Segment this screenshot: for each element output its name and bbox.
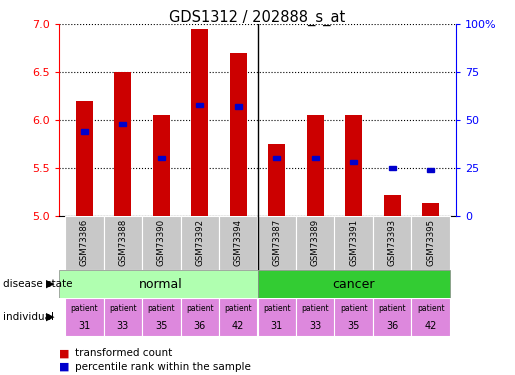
Bar — [258, 270, 450, 298]
Text: patient: patient — [263, 304, 290, 313]
Bar — [306, 115, 324, 216]
Bar — [196, 102, 203, 107]
Bar — [191, 29, 209, 216]
Text: patient: patient — [71, 304, 98, 313]
Text: GSM73391: GSM73391 — [349, 219, 358, 266]
Bar — [142, 298, 180, 336]
Bar — [158, 156, 165, 160]
Bar — [180, 216, 219, 270]
Bar — [268, 144, 285, 216]
Text: patient: patient — [186, 304, 214, 313]
Bar — [104, 298, 142, 336]
Bar — [296, 216, 335, 270]
Text: patient: patient — [301, 304, 329, 313]
Bar — [59, 270, 258, 298]
Bar — [65, 216, 104, 270]
Text: percentile rank within the sample: percentile rank within the sample — [75, 362, 251, 372]
Text: ■: ■ — [59, 348, 70, 358]
Text: patient: patient — [109, 304, 136, 313]
Text: 33: 33 — [309, 321, 321, 331]
Text: GSM73389: GSM73389 — [311, 219, 320, 266]
Text: GSM73395: GSM73395 — [426, 219, 435, 266]
Bar — [335, 298, 373, 336]
Text: patient: patient — [417, 304, 444, 313]
Bar — [422, 203, 439, 216]
Text: patient: patient — [147, 304, 175, 313]
Text: disease state: disease state — [3, 279, 72, 289]
Text: GSM73388: GSM73388 — [118, 219, 127, 266]
Bar — [335, 216, 373, 270]
Bar — [296, 298, 335, 336]
Text: cancer: cancer — [333, 278, 375, 291]
Bar — [384, 195, 401, 216]
Text: 42: 42 — [424, 321, 437, 331]
Text: GSM73386: GSM73386 — [80, 219, 89, 266]
Text: GDS1312 / 202888_s_at: GDS1312 / 202888_s_at — [169, 9, 346, 26]
Bar — [312, 156, 319, 160]
Text: GSM73387: GSM73387 — [272, 219, 281, 266]
Bar — [230, 53, 247, 216]
Bar — [142, 216, 180, 270]
Text: patient: patient — [225, 304, 252, 313]
Text: 31: 31 — [270, 321, 283, 331]
Text: ■: ■ — [59, 362, 70, 372]
Text: patient: patient — [340, 304, 368, 313]
Bar — [345, 115, 363, 216]
Bar — [373, 298, 411, 336]
Bar — [389, 166, 396, 170]
Bar — [81, 129, 88, 134]
Text: GSM73392: GSM73392 — [195, 219, 204, 266]
Bar — [273, 156, 280, 160]
Text: patient: patient — [379, 304, 406, 313]
Bar — [219, 216, 258, 270]
Bar — [258, 298, 296, 336]
Bar — [180, 298, 219, 336]
Bar — [258, 216, 296, 270]
Text: 31: 31 — [78, 321, 90, 331]
Bar — [104, 216, 142, 270]
Bar — [65, 298, 104, 336]
Text: individual: individual — [3, 312, 54, 322]
Text: 42: 42 — [232, 321, 245, 331]
Text: 33: 33 — [116, 321, 129, 331]
Text: 35: 35 — [348, 321, 360, 331]
Text: GSM73393: GSM73393 — [388, 219, 397, 266]
Bar — [427, 168, 434, 172]
Text: transformed count: transformed count — [75, 348, 172, 358]
Text: GSM73390: GSM73390 — [157, 219, 166, 266]
Text: ▶: ▶ — [45, 279, 54, 289]
Bar — [152, 115, 170, 216]
Text: 36: 36 — [386, 321, 399, 331]
Bar — [119, 122, 126, 126]
Bar — [373, 216, 411, 270]
Bar — [411, 216, 450, 270]
Text: 35: 35 — [155, 321, 167, 331]
Bar — [114, 72, 131, 216]
Bar — [76, 101, 93, 216]
Bar — [219, 298, 258, 336]
Text: 36: 36 — [194, 321, 206, 331]
Text: GSM73394: GSM73394 — [234, 219, 243, 266]
Bar — [411, 298, 450, 336]
Text: normal: normal — [140, 278, 183, 291]
Text: ▶: ▶ — [45, 312, 54, 322]
Bar — [235, 105, 242, 109]
Bar — [350, 160, 357, 164]
